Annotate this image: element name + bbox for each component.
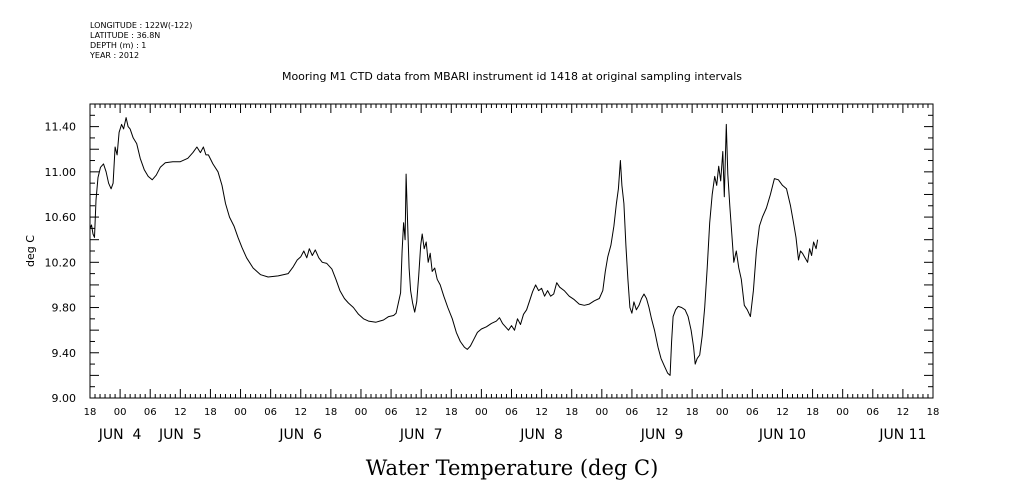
day-label: JUN 7 — [399, 427, 443, 443]
hour-tick-label: 18 — [565, 407, 578, 418]
y-tick-label: 9.80 — [52, 302, 77, 315]
hour-tick-label: 18 — [686, 407, 699, 418]
y-axis-label: deg C — [24, 235, 37, 267]
hour-tick-label: 00 — [716, 407, 729, 418]
day-label: JUN 4 — [98, 427, 142, 443]
y-tick-label: 10.20 — [45, 256, 77, 269]
hour-tick-label: 12 — [897, 407, 910, 418]
hour-tick-label: 12 — [415, 407, 428, 418]
chart-title: Mooring M1 CTD data from MBARI instrumen… — [282, 70, 742, 83]
hour-tick-label: 00 — [234, 407, 247, 418]
y-tick-label: 9.40 — [52, 347, 77, 360]
hour-tick-labels: 18 00 06 12 18 00 06 12 18 00 06 12 18 00 06 12 18 00 06 12… — [84, 407, 940, 418]
hour-tick-label: 06 — [866, 407, 879, 418]
y-tick-label: 9.00 — [52, 392, 77, 405]
hour-tick-label: 18 — [84, 407, 97, 418]
hour-tick-label: 12 — [656, 407, 669, 418]
longitude-label: LONGITUDE : 122W(-122) — [90, 21, 193, 30]
hour-tick-label: 06 — [144, 407, 157, 418]
series-layer — [89, 117, 819, 376]
hour-tick-label: 06 — [626, 407, 639, 418]
hour-tick-label: 06 — [385, 407, 398, 418]
day-label: JUN 11 — [878, 427, 926, 443]
day-label: JUN 5 — [158, 427, 202, 443]
hour-tick-label: 00 — [595, 407, 608, 418]
hour-tick-label: 12 — [535, 407, 548, 418]
hour-tick-label: 12 — [776, 407, 789, 418]
day-label: JUN 6 — [278, 427, 322, 443]
hour-tick-label: 12 — [294, 407, 307, 418]
hour-tick-label: 06 — [505, 407, 518, 418]
hour-tick-label: 18 — [927, 407, 940, 418]
plot-frame — [89, 103, 934, 399]
y-axis-ticks — [90, 103, 933, 399]
series-line — [89, 117, 819, 376]
hour-tick-label: 00 — [836, 407, 849, 418]
hour-tick-label: 18 — [204, 407, 217, 418]
hour-tick-label: 00 — [475, 407, 488, 418]
hour-tick-label: 00 — [355, 407, 368, 418]
hour-tick-label: 06 — [264, 407, 277, 418]
hour-tick-label: 00 — [114, 407, 127, 418]
x-axis-label: Water Temperature (deg C) — [366, 456, 659, 480]
hour-tick-label: 12 — [174, 407, 187, 418]
y-tick-label: 11.40 — [45, 121, 77, 134]
year-label: YEAR : 2012 — [90, 51, 140, 60]
x-axis-ticks — [89, 104, 934, 398]
metadata-block: LONGITUDE : 122W(-122) LATITUDE : 36.8N … — [90, 21, 192, 61]
hour-tick-label: 06 — [746, 407, 759, 418]
hour-tick-label: 18 — [445, 407, 458, 418]
day-label: JUN 10 — [758, 427, 806, 443]
latitude-label: LATITUDE : 36.8N — [90, 31, 161, 40]
hour-tick-label: 18 — [806, 407, 819, 418]
y-tick-labels: 9.00 9.40 9.80 10.20 10.60 11.00 11.40 — [45, 121, 77, 405]
day-label: JUN 8 — [519, 427, 563, 443]
day-labels: JUN 4 JUN 5 JUN 6 JUN 7 JUN 8 JUN 9 JUN 10 JUN … — [98, 427, 927, 443]
y-tick-label: 10.60 — [45, 211, 77, 224]
depth-label: DEPTH (m) : 1 — [90, 41, 147, 50]
day-label: JUN 9 — [640, 427, 684, 443]
y-tick-label: 11.00 — [45, 166, 77, 179]
hour-tick-label: 18 — [324, 407, 337, 418]
